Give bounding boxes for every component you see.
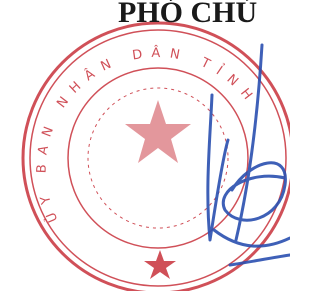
heading: PHÓ CHỦ (118, 0, 257, 29)
document-fragment: ỦY BAN NHÂN DÂN TỈNH PHÓ CHỦ (0, 0, 290, 291)
